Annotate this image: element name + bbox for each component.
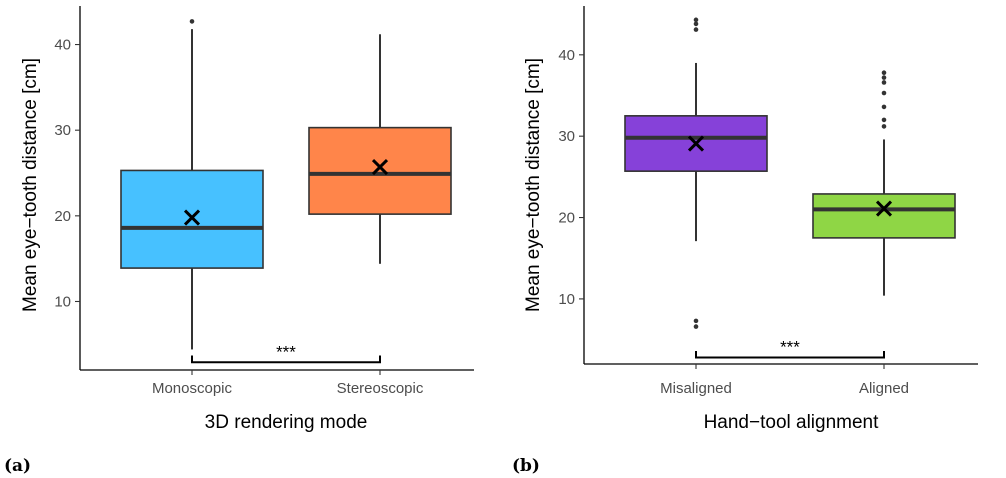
panel-b-y-tick-label: 40 [558,47,575,64]
panel-a-significance-bracket [191,355,381,364]
panel-b-chart: Mean eye−tooth distance [cm] Hand−tool a… [512,6,978,476]
panel-b-aligned-outlier-point [881,70,887,76]
panel-a-chart: Mean eye−tooth distance [cm] 3D renderin… [4,6,474,476]
panel-b-y-tick-label: 20 [558,210,575,227]
panel-b-aligned-outlier-point [881,104,887,110]
panel-b-aligned-outlier-point [881,117,887,123]
panel-b-significance-label: *** [780,337,800,356]
panel-a-y-tick-label: 10 [54,293,71,310]
panel-b-y-tick-label: 10 [558,291,575,308]
panel-a-label: (a) [4,456,31,476]
panel-b-misaligned-outlier-point [693,324,699,329]
panel-b-x-tick-label: Aligned [859,380,909,397]
panel-b-x-axis-title: Hand−tool alignment [704,412,880,433]
panel-b-x-tick-label: Misaligned [660,380,732,397]
panel-a-x-axis-title: 3D rendering mode [205,412,368,433]
panel-b-misaligned-outlier-point [693,27,699,32]
panel-b-misaligned-outlier-point [693,318,699,324]
panel-a-y-axis-title: Mean eye−tooth distance [cm] [20,58,41,312]
panel-b-y-tick-label: 30 [558,128,575,145]
panel-a-significance-label: *** [276,342,296,361]
panel-a-y-tick-label: 20 [54,208,71,225]
panel-b-label: (b) [512,456,540,476]
panel-b-significance-bracket [695,350,885,359]
panel-b-aligned-outlier-point [881,80,887,85]
panel-b-y-axis-title: Mean eye−tooth distance [cm] [523,58,544,312]
panel-a-y-tick-label: 40 [54,37,71,54]
panel-a-monoscopic-mean-marker [183,209,201,226]
panel-b-misaligned-outlier-point [693,17,699,23]
panel-b-misaligned-mean-marker [687,135,705,152]
panel-b-aligned-mean-marker [875,200,893,217]
panel-b-aligned-outlier-point [881,75,887,80]
panel-a-stereoscopic-mean-marker [371,158,389,176]
panel-a-monoscopic-outlier-point [189,19,195,24]
panel-b-aligned-box [812,193,956,239]
panel-a-x-tick-label: Monoscopic [152,380,233,397]
panel-a-x-tick-label: Stereoscopic [337,380,424,397]
panel-b-misaligned-outlier-point [693,21,699,27]
panel-b-aligned-outlier-point [881,90,887,96]
panel-a-y-tick-label: 30 [54,122,71,139]
panel-a-stereoscopic-box [308,126,452,215]
panel-b-aligned-outlier-point [881,124,887,129]
